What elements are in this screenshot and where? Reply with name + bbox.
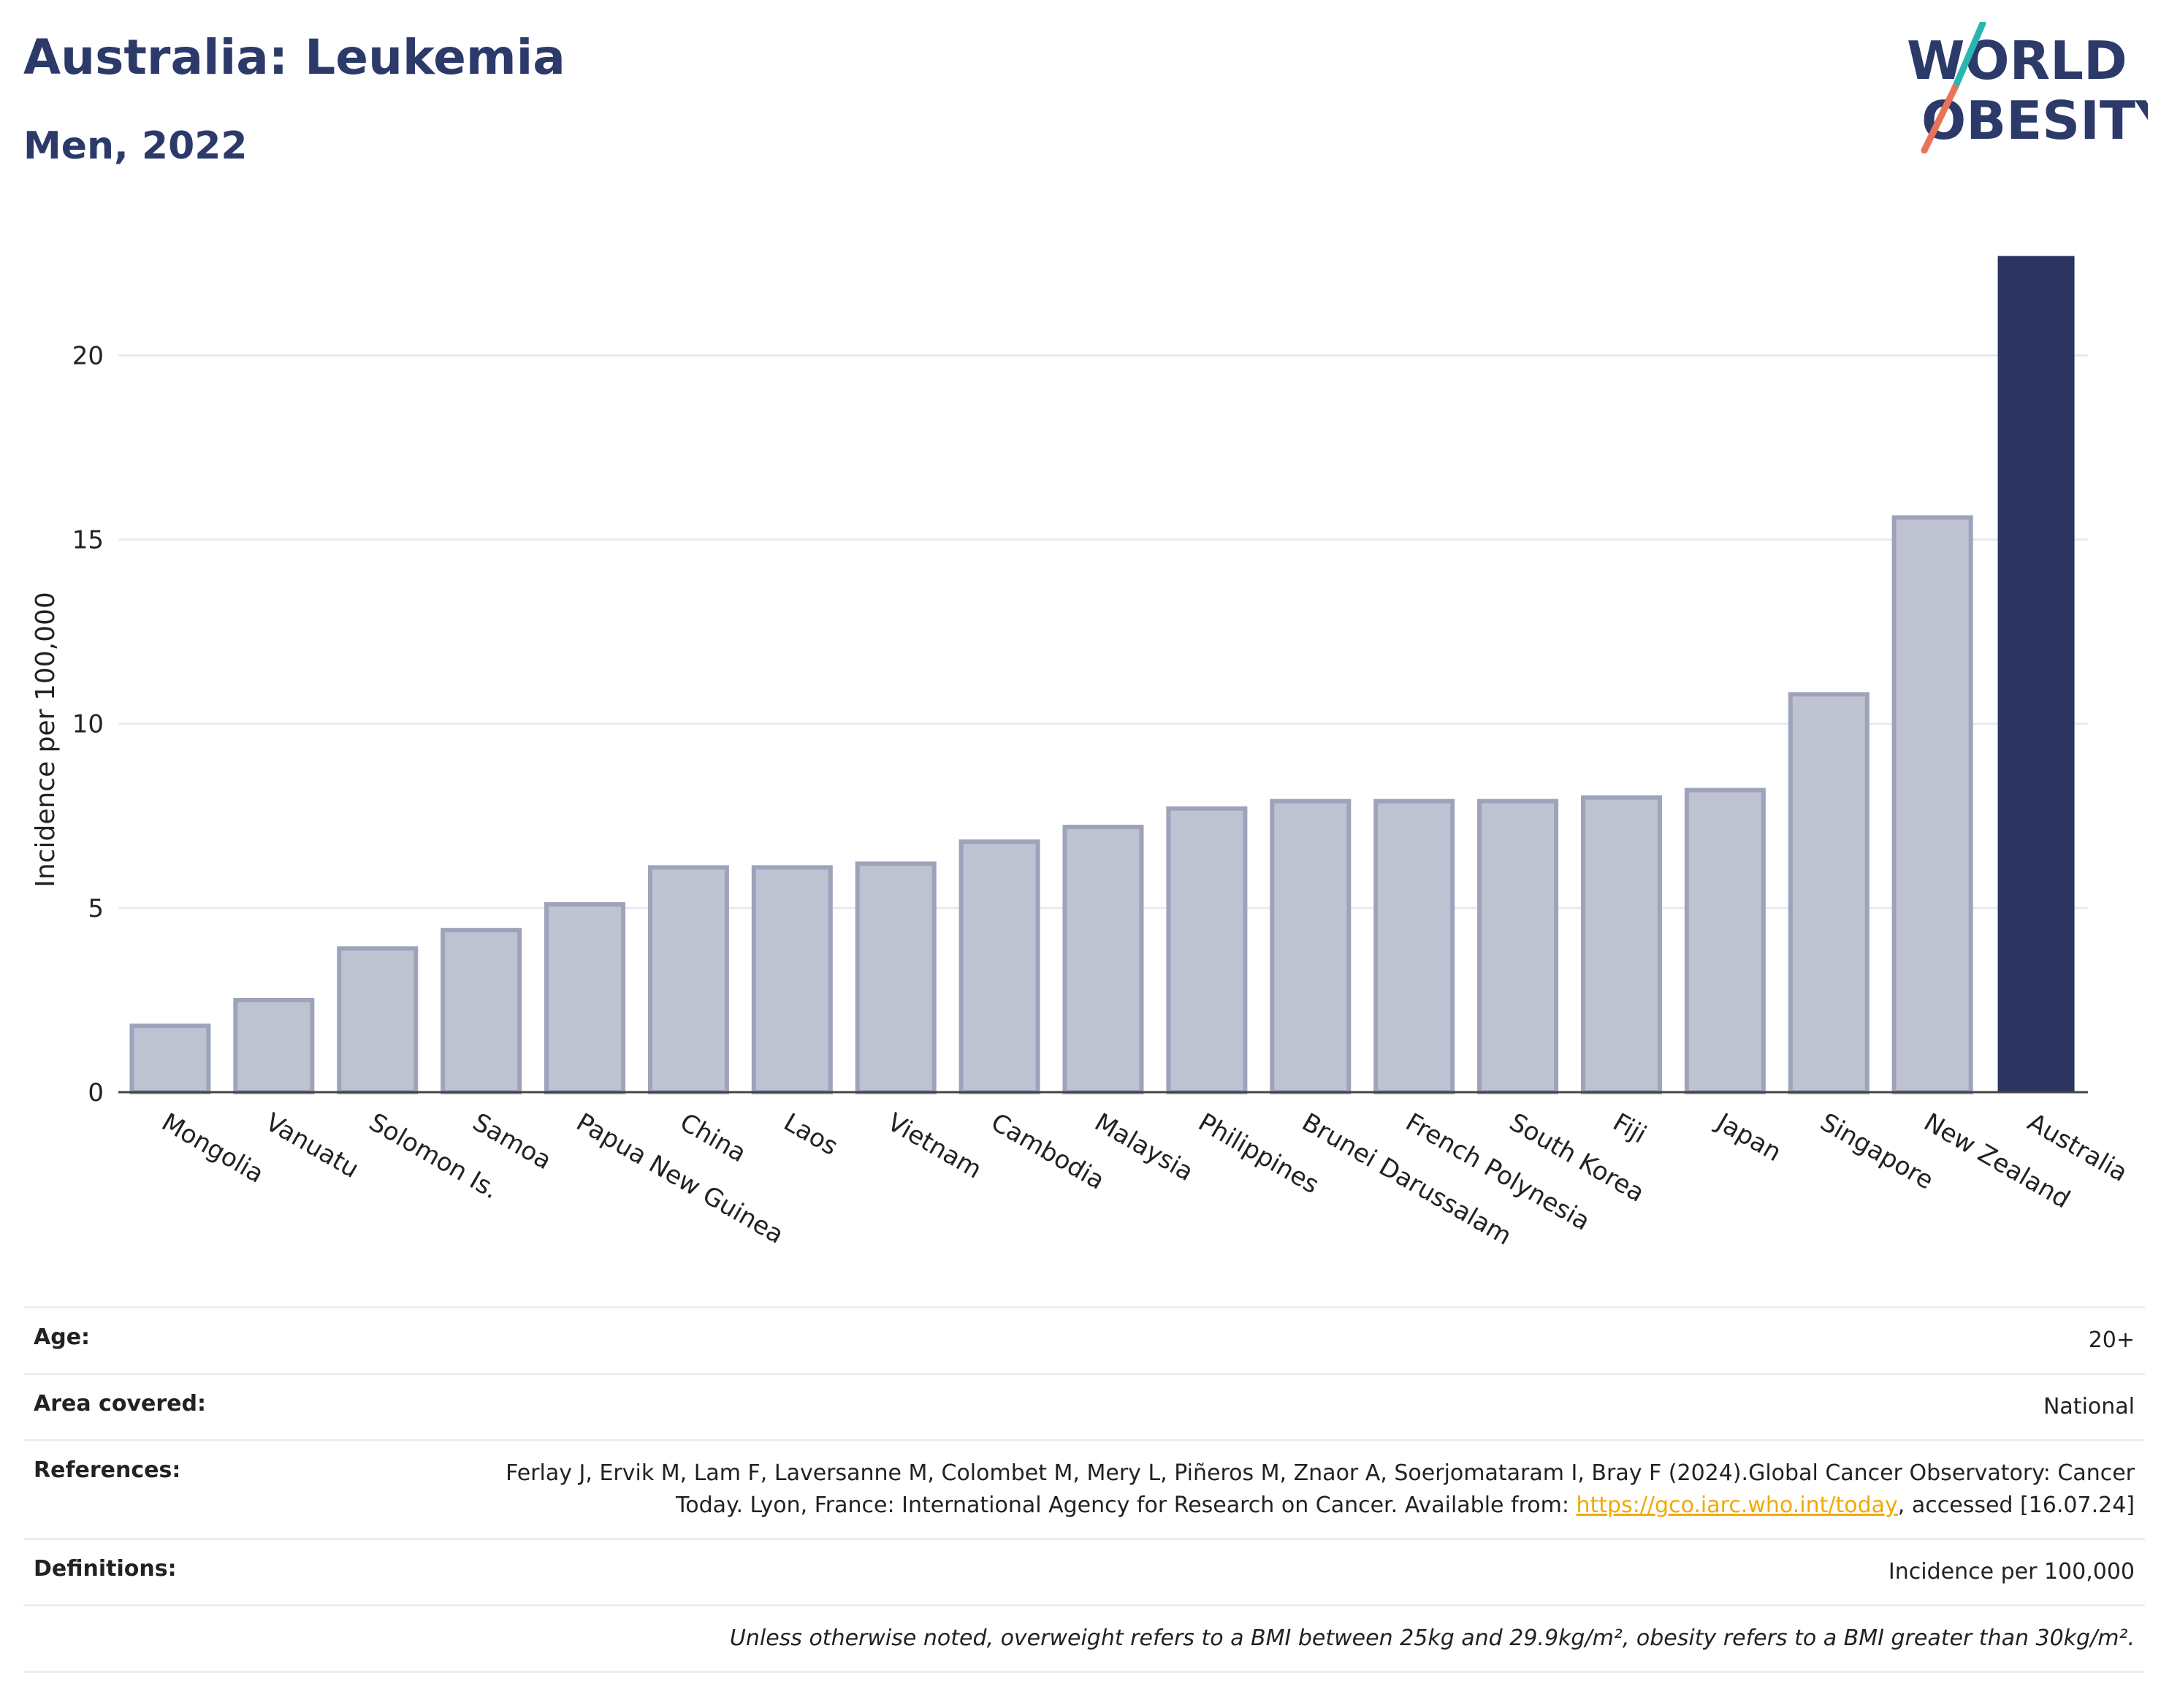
bmi-note: Unless otherwise noted, overweight refer… [482, 1604, 2145, 1673]
x-tick-label-16: Singapore [1815, 1107, 1939, 1195]
y-tick-label-1: 5 [88, 894, 104, 923]
bar-vanuatu[interactable] [233, 997, 315, 1094]
bar-french-polynesia[interactable] [1373, 798, 1455, 1094]
info-row-age: Age: 20+ [23, 1306, 2145, 1374]
note-spacer [23, 1604, 482, 1673]
definitions-value: Incidence per 100,000 [482, 1538, 2145, 1606]
area-value: National [482, 1373, 2145, 1441]
bar-malaysia[interactable] [1062, 824, 1144, 1094]
bar-samoa[interactable] [441, 928, 522, 1095]
definitions-label: Definitions: [23, 1538, 482, 1606]
chart-title: Australia: Leukemia [23, 29, 565, 85]
x-tick-label-1: Vanuatu [260, 1107, 363, 1184]
info-row-definitions: Definitions: Incidence per 100,000 [23, 1538, 2145, 1606]
bar-china[interactable] [647, 865, 729, 1094]
age-label: Age: [23, 1306, 482, 1374]
x-tick-label-15: Japan [1710, 1107, 1786, 1167]
x-tick-label-5: China [675, 1107, 751, 1168]
bar-philippines[interactable] [1166, 806, 1248, 1094]
bar-new-zealand[interactable] [1891, 515, 1973, 1094]
info-row-references: References: Ferlay J, Ervik M, Lam F, La… [23, 1439, 2145, 1539]
chart-subtitle: Men, 2022 [23, 124, 248, 168]
area-label: Area covered: [23, 1373, 482, 1441]
bar-brunei-darussalam[interactable] [1270, 798, 1352, 1094]
bar-solomon-is-[interactable] [337, 946, 419, 1095]
y-tick-label-4: 20 [72, 341, 104, 370]
bar-laos[interactable] [751, 865, 833, 1094]
x-tick-label-0: Mongolia [156, 1107, 268, 1189]
y-tick-label-0: 0 [88, 1078, 104, 1107]
bars [129, 256, 2075, 1095]
y-tick-label-3: 15 [72, 526, 104, 555]
y-axis-ticks: 0 5 10 15 20 [72, 341, 104, 1107]
logo-slash-coral [1921, 84, 1959, 153]
logo-slash-teal [1951, 22, 1986, 91]
x-tick-label-14: Fiji [1608, 1107, 1651, 1149]
references-text: Ferlay J, Ervik M, Lam F, Laversanne M, … [506, 1460, 2135, 1518]
references-label: References: [23, 1439, 482, 1539]
age-value: 20+ [482, 1306, 2145, 1374]
bar-australia[interactable] [1997, 256, 2075, 1092]
bar-japan[interactable] [1684, 788, 1766, 1094]
bar-singapore[interactable] [1788, 692, 1870, 1094]
bar-south-korea[interactable] [1477, 798, 1559, 1094]
y-axis-title: Incidence per 100,000 [31, 592, 61, 888]
world-obesity-logo: WORLD OBESITY [1907, 22, 2148, 153]
references-accessed: , accessed [16.07.24] [1897, 1492, 2135, 1518]
info-row-note: Unless otherwise noted, overweight refer… [23, 1604, 2145, 1673]
bar-fiji[interactable] [1580, 795, 1662, 1095]
x-tick-label-6: Laos [779, 1107, 843, 1162]
x-tick-label-3: Samoa [468, 1107, 556, 1175]
logo-line-2: OBESITY [1921, 90, 2148, 151]
bar-mongolia[interactable] [129, 1023, 211, 1094]
references-value: Ferlay J, Ervik M, Lam F, Laversanne M, … [482, 1439, 2145, 1539]
logo-line-1: WORLD [1907, 30, 2127, 91]
x-tick-label-8: Cambodia [986, 1107, 1110, 1196]
references-link[interactable]: https://gco.iarc.who.int/today [1576, 1492, 1898, 1518]
info-row-area: Area covered: National [23, 1373, 2145, 1441]
bar-cambodia[interactable] [958, 839, 1040, 1094]
x-tick-label-7: Vietnam [883, 1107, 987, 1185]
bar-papua-new-guinea[interactable] [544, 901, 626, 1094]
y-tick-label-2: 10 [72, 710, 104, 739]
bar-vietnam[interactable] [855, 861, 937, 1094]
info-table: Age: 20+ Area covered: National Referenc… [23, 1306, 2145, 1673]
